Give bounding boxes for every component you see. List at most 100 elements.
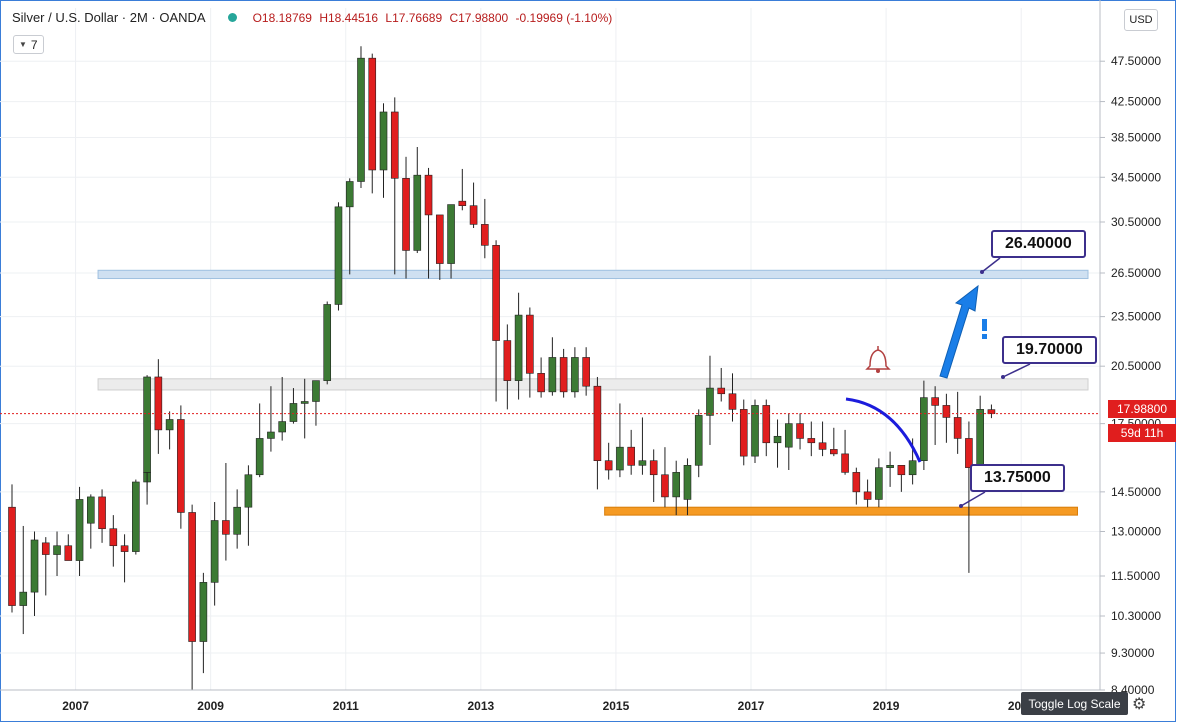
y-tick-label: 14.50000 bbox=[1111, 485, 1161, 499]
x-tick-label: 2013 bbox=[467, 699, 494, 713]
candle-body bbox=[526, 314, 534, 374]
candle-body bbox=[199, 582, 208, 642]
candle-body bbox=[424, 174, 433, 216]
ohlc-high: H18.44516 bbox=[319, 10, 379, 25]
candle-body bbox=[233, 506, 241, 535]
candle-body bbox=[649, 460, 658, 476]
callout-leader bbox=[1002, 363, 1031, 378]
callout-anchor bbox=[1001, 375, 1005, 379]
candle-body bbox=[920, 397, 928, 462]
candle-body bbox=[19, 591, 28, 606]
candle-body bbox=[976, 409, 984, 468]
candle-body bbox=[345, 181, 354, 208]
candle-body bbox=[447, 204, 455, 264]
candle-body bbox=[255, 438, 264, 476]
currency-button[interactable]: USD bbox=[1124, 9, 1158, 31]
x-tick-label: 2019 bbox=[873, 699, 900, 713]
countdown-label: 59d 11h bbox=[1108, 424, 1176, 442]
candle-body bbox=[582, 357, 590, 387]
y-tick-label: 20.50000 bbox=[1111, 359, 1161, 373]
candle-body bbox=[334, 206, 343, 305]
candle-body bbox=[98, 496, 106, 530]
legend: Silver / U.S. Dollar · 2M · OANDA O18.18… bbox=[12, 10, 616, 25]
candle-body bbox=[672, 472, 681, 498]
candle-body bbox=[616, 446, 624, 471]
symbol-title[interactable]: Silver / U.S. Dollar · 2M · OANDA bbox=[12, 10, 206, 25]
candle-body bbox=[942, 405, 951, 418]
candle-body bbox=[177, 419, 185, 513]
ohlc-change: -0.19969 (-1.10%) bbox=[515, 10, 613, 25]
callout-19-7[interactable]: 19.70000 bbox=[1002, 336, 1097, 364]
callout-leader bbox=[981, 257, 1001, 273]
candle-body bbox=[627, 446, 635, 466]
candle-body bbox=[897, 465, 906, 476]
indicators-toggle-button[interactable]: ▼ 7 bbox=[13, 35, 44, 54]
candle-body bbox=[604, 460, 613, 471]
grid bbox=[0, 8, 1100, 691]
bell-body bbox=[865, 349, 891, 370]
zone-orange bbox=[604, 506, 1078, 516]
candle-body bbox=[830, 449, 838, 455]
candle-body bbox=[132, 481, 140, 552]
candle-body bbox=[728, 393, 737, 410]
candle-body bbox=[289, 403, 298, 422]
candle-body bbox=[390, 111, 399, 179]
candle-body bbox=[965, 438, 973, 468]
candle-body bbox=[368, 57, 377, 171]
candle-body bbox=[661, 474, 669, 498]
candle-body bbox=[796, 423, 804, 439]
candle-body bbox=[593, 385, 602, 462]
callout-anchor bbox=[980, 270, 984, 274]
candle-body bbox=[481, 224, 489, 246]
alert-bell-icon bbox=[865, 346, 891, 373]
exclamation-dot-icon bbox=[982, 334, 987, 339]
candle-body bbox=[841, 453, 849, 473]
candle-body bbox=[886, 465, 894, 468]
y-tick-label: 23.50000 bbox=[1111, 310, 1161, 324]
candle-body bbox=[53, 545, 61, 555]
candle-body bbox=[379, 111, 388, 171]
candle-body bbox=[357, 57, 365, 182]
last-price-label: 17.98800 bbox=[1108, 400, 1176, 418]
candle-body bbox=[953, 417, 962, 439]
candle-body bbox=[402, 178, 410, 251]
candle-body bbox=[8, 506, 16, 606]
candle-body bbox=[244, 474, 253, 508]
callout-26-4[interactable]: 26.40000 bbox=[991, 230, 1086, 258]
candle-body bbox=[638, 460, 647, 466]
candles bbox=[8, 46, 996, 690]
candle-body bbox=[875, 467, 883, 500]
callout-anchor bbox=[959, 504, 963, 508]
callout-13-75[interactable]: 13.75000 bbox=[970, 464, 1065, 492]
candle-body bbox=[413, 174, 422, 251]
candle-body bbox=[503, 340, 512, 381]
overlays bbox=[0, 257, 1100, 508]
gear-icon[interactable]: ⚙ bbox=[1132, 696, 1147, 713]
candle-body bbox=[222, 520, 230, 535]
arrow-up-icon bbox=[939, 284, 979, 379]
candle-body bbox=[323, 304, 332, 381]
candle-body bbox=[87, 496, 95, 524]
candle-body bbox=[931, 397, 939, 406]
toggle-log-scale-button[interactable]: Toggle Log Scale bbox=[1021, 692, 1128, 715]
candle-body bbox=[987, 409, 996, 414]
candle-body bbox=[267, 431, 275, 439]
candle-body bbox=[694, 415, 703, 466]
ohlc-values: O18.18769 H18.44516 L17.76689 C17.98800 … bbox=[253, 11, 617, 25]
candle-body bbox=[312, 380, 320, 402]
y-tick-label: 13.00000 bbox=[1111, 524, 1161, 538]
candle-body bbox=[751, 405, 759, 457]
market-status-icon bbox=[227, 13, 237, 22]
candle-body bbox=[852, 472, 861, 493]
candle-body bbox=[75, 499, 84, 561]
y-tick-label: 30.50000 bbox=[1111, 215, 1161, 229]
candle-body bbox=[41, 542, 50, 555]
candle-body bbox=[278, 421, 286, 433]
curve-drawing bbox=[845, 397, 922, 463]
x-tick-label: 2009 bbox=[197, 699, 224, 713]
y-tick-label: 26.50000 bbox=[1111, 266, 1161, 280]
candle-body bbox=[143, 376, 151, 473]
candle-body bbox=[210, 520, 219, 583]
y-tick-label: 34.50000 bbox=[1111, 170, 1161, 184]
